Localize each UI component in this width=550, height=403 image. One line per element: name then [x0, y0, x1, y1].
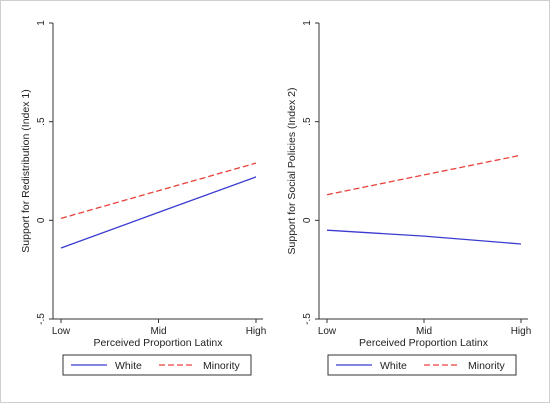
y-tick-label: 1	[36, 20, 47, 26]
legend-label-minority: Minority	[468, 360, 506, 372]
x-tick-label: Mid	[150, 326, 166, 337]
x-tick-label: Low	[52, 326, 71, 337]
x-tick-label: High	[511, 326, 532, 337]
legend-box	[327, 354, 517, 376]
y-tick-label: -.5	[36, 313, 47, 325]
y-tick-label: .5	[302, 117, 313, 126]
y-axis-title: Support for Social Policies (Index 2)	[286, 88, 298, 255]
y-tick-label: .5	[36, 117, 47, 126]
series-line-minority	[60, 162, 257, 220]
chart-panel-2: -.5 0 .5 1 Low Mid High Perceived Proportion La…	[286, 20, 532, 376]
series-line-minority	[326, 154, 522, 196]
series-line-white	[326, 229, 522, 245]
legend: White Minority	[327, 354, 517, 376]
x-axis-title: Perceived Proportion Latinx	[359, 337, 489, 349]
legend: White Minority	[62, 354, 252, 376]
series-line-white	[60, 176, 257, 249]
x-axis-title: Perceived Proportion Latinx	[94, 337, 224, 349]
y-tick-label: 0	[36, 217, 47, 223]
x-tick-label: High	[246, 326, 267, 337]
legend-box	[62, 354, 252, 376]
x-tick-label: Low	[318, 326, 337, 337]
legend-label-white: White	[115, 360, 142, 372]
legend-label-white: White	[380, 360, 407, 372]
x-tick-label: Mid	[416, 326, 432, 337]
y-tick-label: 1	[302, 20, 313, 26]
chart-panel-1: -.5 0 .5 1 Low Mid High Perceived Proportion La…	[20, 20, 267, 376]
y-tick-label: 0	[302, 217, 313, 223]
y-axis-title: Support for Redistribution (Index 1)	[20, 89, 32, 252]
legend-label-minority: Minority	[203, 360, 241, 372]
y-tick-label: -.5	[302, 313, 313, 325]
